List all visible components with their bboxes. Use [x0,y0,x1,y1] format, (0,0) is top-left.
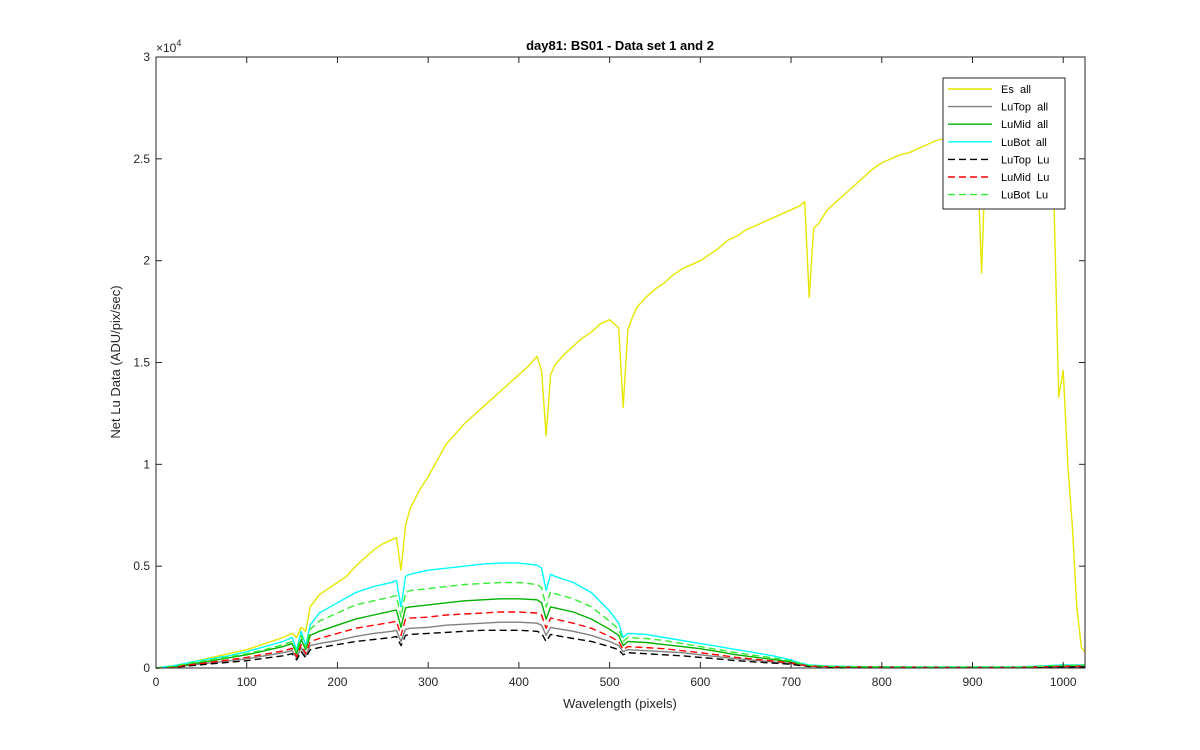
x-tick-label: 900 [962,675,982,689]
legend-label: LuTop Lu [1001,154,1049,166]
x-tick-label: 600 [690,675,710,689]
legend-label: LuTop all [1001,102,1048,114]
chart-title: day81: BS01 - Data set 1 and 2 [526,38,714,53]
series-line-lubot-all [155,562,1085,669]
series-line-lutop-lu [155,629,1085,669]
y-exponent-power: 4 [176,38,181,48]
series-group [155,131,1086,669]
legend-box [942,77,1066,210]
legend-entry-lubot-lu: LuBot Lu [948,190,1048,202]
legend-entry-lutop-lu: LuTop Lu [948,154,1049,166]
y-tick-label: 1.5 [133,356,150,370]
y-tick-label: 0.5 [133,559,150,573]
legend-label: LuBot Lu [1001,190,1048,202]
x-tick-label: 300 [418,675,438,689]
x-tick-label: 700 [781,675,801,689]
series-line-lubot-lu [155,581,1086,669]
x-tick-label: 400 [509,675,529,689]
legend-label: LuMid Lu [1001,172,1049,184]
legend-entry-lumid-all: LuMid all [948,119,1048,131]
x-tick-label: 1000 [1050,675,1077,689]
legend-entry-lubot-all: LuBot all [948,137,1047,149]
y-axis: 0 0.5 1 1.5 2 2.5 3 [133,50,1085,675]
y-tick-label: 0 [143,661,150,675]
legend-label: Es all [1001,84,1031,96]
x-tick-label: 0 [153,675,160,689]
legend-entry-lumid-lu: LuMid Lu [948,172,1049,184]
y-exponent-label: ×104 [156,38,181,55]
x-tick-label: 100 [237,675,257,689]
y-tick-label: 3 [143,50,150,64]
y-tick-label: 2 [143,254,150,268]
y-tick-label: 1 [143,457,150,471]
y-axis-label: Net Lu Data (ADU/pix/sec) [108,285,123,438]
legend-label: LuBot all [1001,137,1047,149]
x-tick-label: 200 [327,675,347,689]
x-axis: 0 100 200 300 400 500 600 700 800 900 1000 [153,57,1077,689]
x-tick-label: 800 [872,675,892,689]
x-axis-label: Wavelength (pixels) [563,696,677,711]
x-tick-label: 500 [600,675,620,689]
legend-entry-es-all: Es all [948,84,1031,96]
legend: Es all LuTop all LuMid all LuBot all LuTop L… [942,77,1066,210]
y-tick-label: 2.5 [133,152,150,166]
legend-label: LuMid all [1001,119,1048,131]
legend-entry-lutop-all: LuTop all [948,102,1048,114]
series-line-lutop-all [155,621,1085,669]
